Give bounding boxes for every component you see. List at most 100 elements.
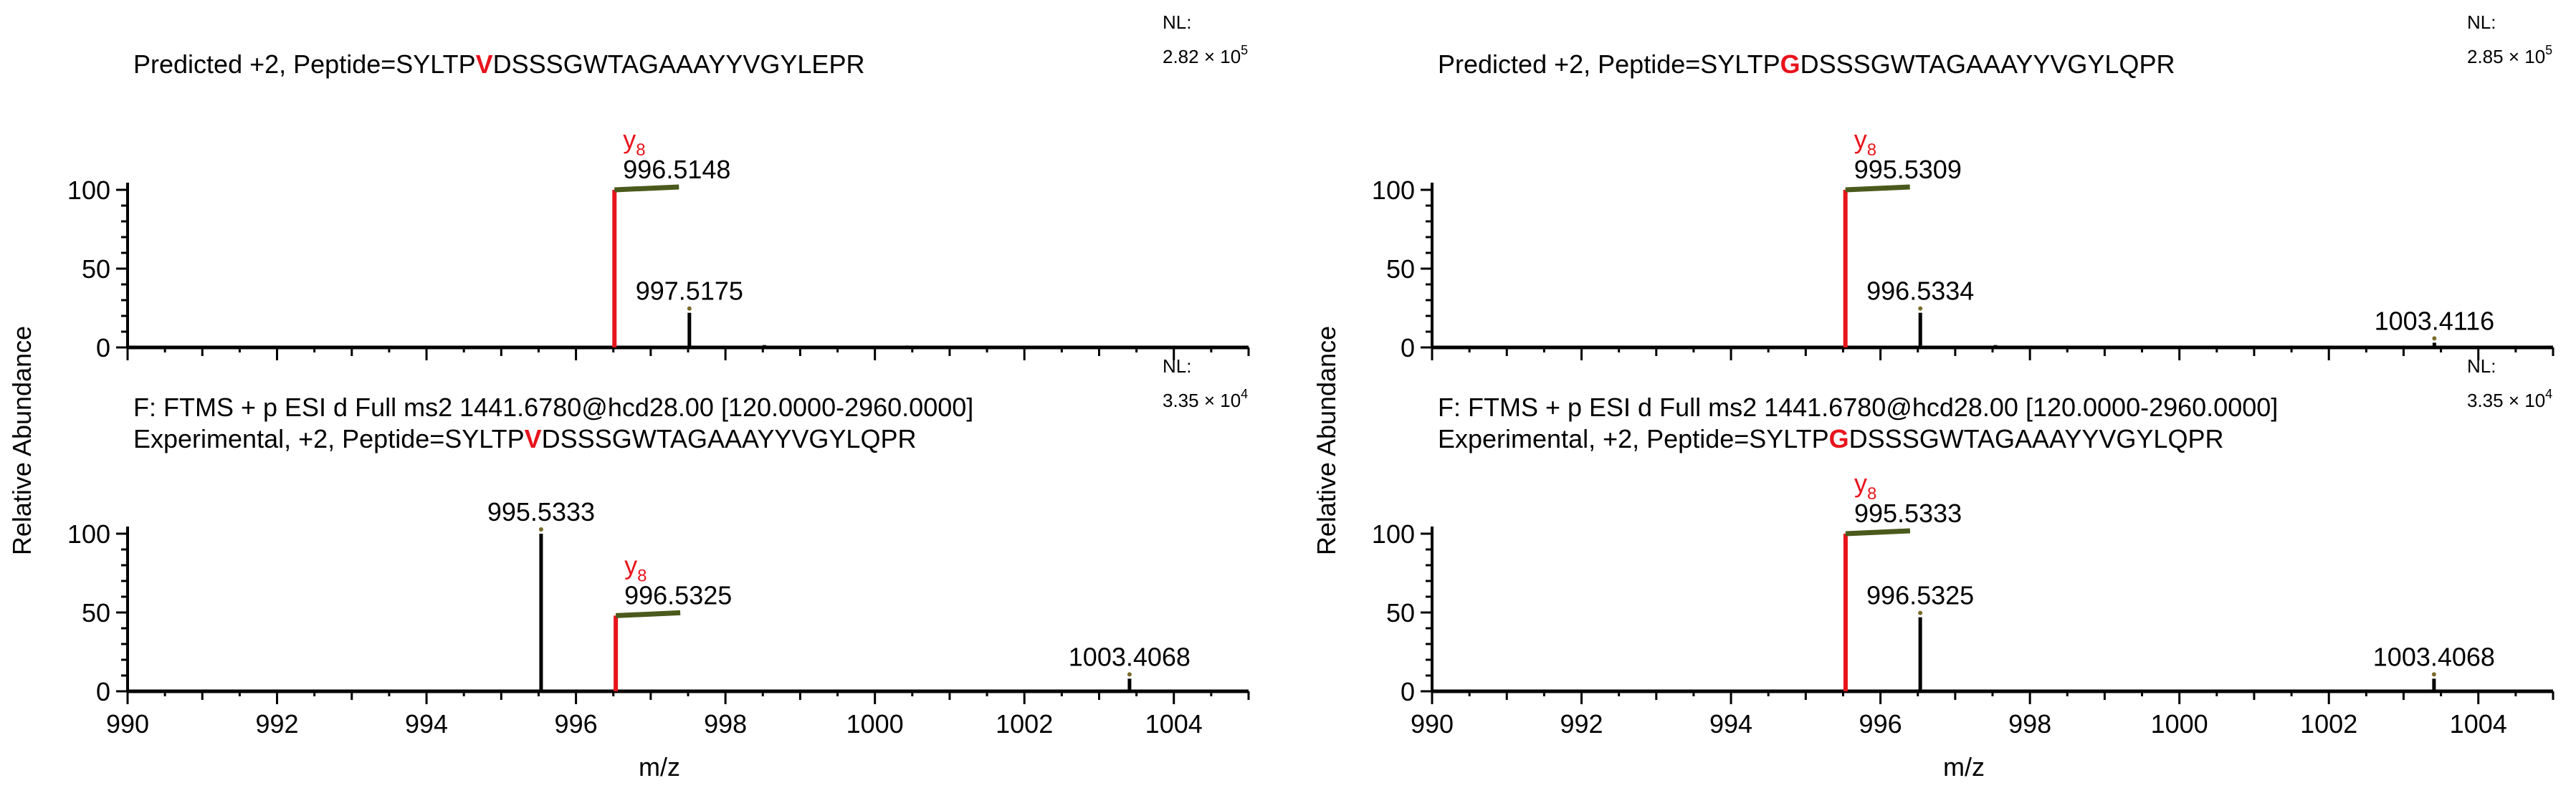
peak-label: 995.5333: [1854, 499, 1962, 528]
ion-label: y8: [1854, 125, 1876, 160]
x-axis-label: m/z: [639, 752, 680, 782]
panel-left: Relative Abundance Predicted +2, Peptide=…: [7, 11, 1250, 782]
ion-subscript: 8: [1867, 484, 1876, 504]
x-tick-label: 994: [1709, 709, 1752, 739]
title-mutation: G: [1829, 424, 1849, 453]
x-tick-label: 1000: [2151, 709, 2208, 739]
plot-left-bottom: Experimental, +2, Peptide=SYLTPVDSSSGWTA…: [67, 355, 1250, 782]
ion-bracket: [614, 184, 679, 193]
peak-marker: [1127, 672, 1132, 677]
peak-label: 996.5148: [623, 155, 730, 184]
peak-label: 995.5309: [1854, 155, 1962, 184]
y-tick-label: 100: [1372, 519, 1415, 549]
x-tick-label: 1004: [1145, 709, 1203, 739]
y-tick-label: 50: [1386, 598, 1415, 628]
plot-title: Experimental, +2, Peptide=SYLTPVDSSSGWTA…: [133, 424, 916, 453]
plot-title: Predicted +2, Peptide=SYLTPVDSSSGWTAGAAA…: [133, 49, 864, 79]
ion-subscript: 8: [1867, 140, 1876, 160]
peak-marker: [538, 527, 543, 532]
x-tick-label: 996: [555, 709, 598, 739]
y-tick-label: 0: [1401, 677, 1415, 706]
ion-letter: y: [1854, 469, 1867, 498]
ion-bracket: [1845, 528, 1911, 537]
title-suffix: DSSSGWTAGAAAYYVGYLQPR: [1849, 424, 2224, 453]
nl-label: NL:: [2467, 355, 2496, 377]
ion-label: y8: [1854, 469, 1876, 504]
panel-right: Relative Abundance Predicted +2, Peptide=…: [1312, 11, 2554, 782]
y-tick-label: 50: [1386, 254, 1415, 284]
plot-right-top: Predicted +2, Peptide=SYLTPGDSSSGWTAGAAA…: [1372, 11, 2554, 362]
nl-label: NL:: [1163, 11, 1191, 33]
nl-label: NL:: [2467, 11, 2496, 33]
ion-bracket: [1845, 184, 1910, 193]
title-prefix: Experimental, +2, Peptide=SYLTP: [1438, 424, 1829, 453]
ion-letter: y: [623, 125, 636, 154]
nl-mantissa: 2.82 × 10: [1163, 46, 1241, 67]
title-prefix: Experimental, +2, Peptide=SYLTP: [133, 424, 525, 453]
y-tick-label: 100: [67, 519, 110, 549]
x-tick-label: 998: [704, 709, 747, 739]
peak-marker: [2432, 336, 2437, 341]
nl-exponent: 4: [2545, 387, 2552, 401]
y-tick-label: 100: [67, 176, 110, 205]
title-prefix: Predicted +2, Peptide=SYLTP: [1438, 49, 1780, 79]
peak-label: 996.5325: [1866, 581, 1974, 610]
y-tick-label: 0: [96, 677, 110, 706]
nl-exponent: 5: [2545, 43, 2552, 57]
x-tick-label: 990: [106, 709, 149, 739]
ion-subscript: 8: [636, 140, 645, 160]
x-tick-label: 992: [1560, 709, 1603, 739]
plot-title: Experimental, +2, Peptide=SYLTPGDSSSGWTA…: [1438, 424, 2223, 453]
nl-label: NL:: [1163, 355, 1191, 377]
peak-label: 1003.4116: [2375, 306, 2495, 335]
peak-label: 995.5333: [487, 497, 595, 527]
y-tick-label: 0: [1401, 333, 1415, 362]
nl-mantissa: 3.35 × 10: [1163, 390, 1241, 411]
x-tick-label: 996: [1859, 709, 1902, 739]
peak-marker: [1918, 306, 1923, 311]
peak-marker: [2431, 672, 2436, 677]
peak-label: 997.5175: [636, 277, 743, 306]
plot-right-bottom: Experimental, +2, Peptide=SYLTPGDSSSGWTA…: [1372, 355, 2554, 782]
nl-exponent: 5: [1241, 43, 1248, 57]
title-mutation: V: [525, 424, 542, 453]
ion-bracket: [615, 610, 681, 618]
ion-subscript: 8: [637, 566, 647, 585]
title-suffix: DSSSGWTAGAAAYYVGYLEPR: [493, 49, 865, 79]
y-axis-label: Relative Abundance: [7, 326, 37, 555]
scan-header: F: FTMS + p ESI d Full ms2 1441.6780@hcd…: [1438, 393, 2278, 422]
ion-label: y8: [623, 125, 645, 160]
peak-marker: [687, 306, 692, 311]
ion-letter: y: [624, 550, 637, 580]
ion-letter: y: [1854, 125, 1867, 154]
y-tick-label: 50: [82, 254, 110, 284]
peak-label: 1003.4068: [1069, 642, 1191, 671]
x-tick-label: 994: [405, 709, 448, 739]
plot-title: Predicted +2, Peptide=SYLTPGDSSSGWTAGAAA…: [1438, 49, 2175, 79]
x-axis-label: m/z: [1943, 752, 1985, 782]
title-prefix: Predicted +2, Peptide=SYLTP: [133, 49, 476, 79]
nl-value: 3.35 × 104: [2467, 387, 2552, 411]
x-tick-label: 998: [2008, 709, 2051, 739]
plot-left-top: Predicted +2, Peptide=SYLTPVDSSSGWTAGAAA…: [67, 11, 1250, 362]
x-tick-label: 1000: [846, 709, 904, 739]
y-tick-label: 0: [96, 333, 110, 362]
x-tick-label: 990: [1411, 709, 1454, 739]
peak-label: 996.5325: [624, 580, 732, 610]
title-suffix: DSSSGWTAGAAAYYVGYLQPR: [542, 424, 917, 453]
y-axis-label: Relative Abundance: [1312, 326, 1341, 555]
title-suffix: DSSSGWTAGAAAYYVGYLQPR: [1800, 49, 2175, 79]
nl-value: 3.35 × 104: [1163, 387, 1248, 411]
nl-mantissa: 2.85 × 10: [2467, 46, 2545, 67]
peak-marker: [1918, 610, 1923, 615]
x-tick-label: 1004: [2450, 709, 2507, 739]
nl-value: 2.82 × 105: [1163, 43, 1248, 67]
ion-label: y8: [624, 550, 647, 585]
nl-value: 2.85 × 105: [2467, 43, 2552, 67]
title-mutation: V: [476, 49, 493, 79]
x-tick-label: 1002: [2300, 709, 2357, 739]
x-tick-label: 1002: [996, 709, 1053, 739]
scan-header: F: FTMS + p ESI d Full ms2 1441.6780@hcd…: [133, 393, 973, 422]
y-tick-label: 100: [1372, 176, 1415, 205]
